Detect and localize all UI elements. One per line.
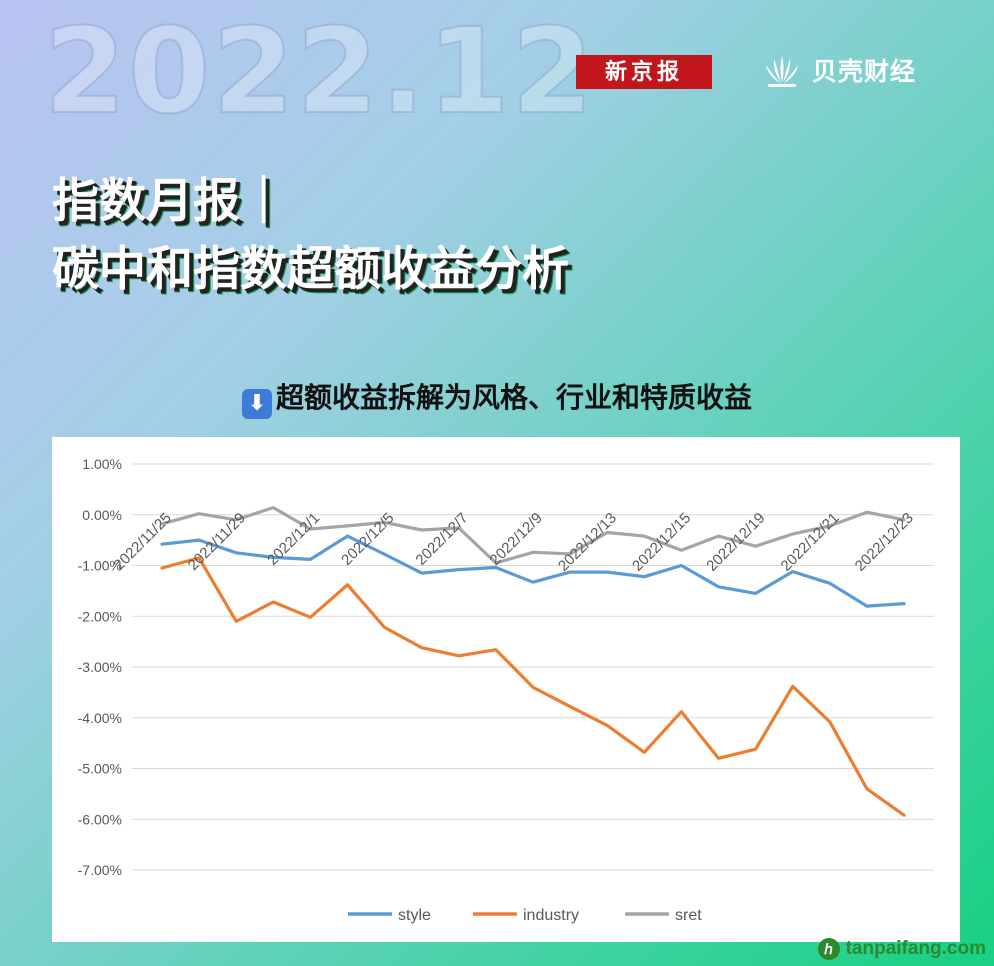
headline: 指数月报｜ 碳中和指数超额收益分析 <box>52 168 569 304</box>
x-tick-label: 2022/12/5 <box>338 510 397 569</box>
shell-icon <box>766 56 798 87</box>
y-tick-label: 1.00% <box>82 456 122 472</box>
chart-panel: 1.00% 0.00% -1.00% -2.00% -3.00% -4.00% -5.00%… <box>52 437 960 942</box>
y-tick-label: -3.00% <box>78 659 122 675</box>
x-tick-label: 2022/12/9 <box>487 510 546 569</box>
x-tick-label: 2022/12/15 <box>629 510 694 575</box>
y-tick-label: -2.00% <box>78 608 122 624</box>
watermark: ℎ tanpaifang.com <box>817 938 986 960</box>
y-tick-label: -7.00% <box>78 862 122 878</box>
big-year-title: 2022.12 <box>43 2 596 140</box>
legend-label-sret: sret <box>675 907 702 924</box>
line-chart: 1.00% 0.00% -1.00% -2.00% -3.00% -4.00% -5.00%… <box>78 456 934 924</box>
x-tick-label: 2022/12/23 <box>852 510 917 575</box>
x-tick-label: 2022/12/19 <box>703 510 768 575</box>
headline-line-1: 指数月报｜ <box>52 174 287 229</box>
x-tick-label: 2022/12/13 <box>555 510 620 575</box>
tanpaifang-logo-icon: ℎ <box>817 938 840 960</box>
chart-subtitle-text: 超额收益拆解为风格、行业和特质收益 <box>275 381 752 414</box>
beike-caijing-name: 贝壳财经 <box>812 57 917 86</box>
y-tick-label: -6.00% <box>78 811 122 827</box>
y-tick-label: 0.00% <box>82 507 122 523</box>
legend-label-style: style <box>398 907 431 924</box>
down-arrow-icon: ⬇ <box>241 389 272 419</box>
series-line-industry <box>160 556 906 817</box>
series-line-style <box>160 534 906 608</box>
y-tick-label: -1.00% <box>78 558 122 574</box>
y-tick-label: -4.00% <box>78 710 122 726</box>
x-tick-label: 2022/12/21 <box>778 510 843 575</box>
xinjingbao-logo: 新京报 <box>576 55 712 89</box>
legend-label-industry: industry <box>523 907 579 924</box>
beike-caijing-logo: 贝壳财经 <box>758 50 916 90</box>
chart-subtitle: ⬇ 超额收益拆解为风格、行业和特质收益 <box>0 376 994 419</box>
series-line-sret <box>160 505 906 565</box>
x-tick-label: 2022/12/7 <box>412 510 471 569</box>
y-tick-label: -5.00% <box>78 761 122 777</box>
headline-line-2: 碳中和指数超额收益分析 <box>52 242 569 297</box>
watermark-text: tanpaifang.com <box>845 938 986 959</box>
